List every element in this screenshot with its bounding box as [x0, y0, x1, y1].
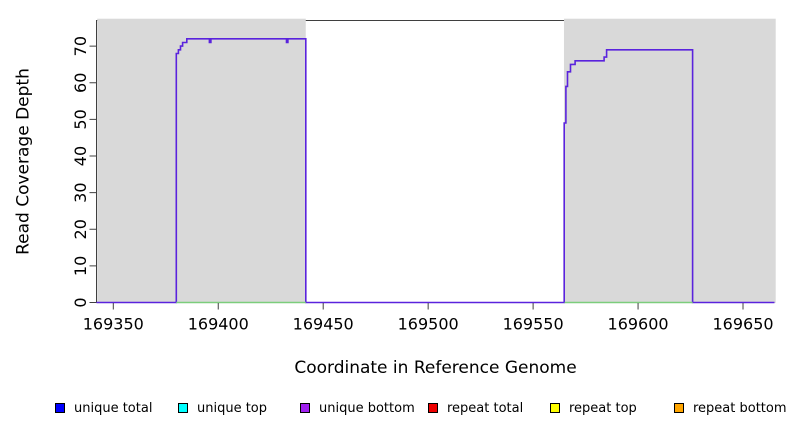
legend-label: repeat top: [569, 400, 637, 416]
y-tick-label: 0: [71, 297, 90, 307]
x-tick-label: 169550: [503, 315, 564, 334]
x-tick-label: 169350: [83, 315, 144, 334]
y-tick-label: 50: [71, 109, 90, 129]
legend: unique total unique top unique bottom repea…: [0, 398, 792, 420]
x-tick-label: 169400: [188, 315, 249, 334]
coverage-step: [96, 37, 775, 304]
legend-item-repeat-bottom: repeat bottom: [674, 398, 787, 418]
legend-swatch-icon: [300, 403, 310, 413]
x-tick-label: 169450: [293, 315, 354, 334]
x-tick-label: 169600: [608, 315, 669, 334]
legend-swatch-icon: [550, 403, 560, 413]
x-axis-title: Coordinate in Reference Genome: [294, 358, 577, 378]
legend-swatch-icon: [178, 403, 188, 413]
plot-canvas: 169350 169400 169450 169500 169550 169600 1696…: [71, 18, 776, 334]
y-tick-label: 70: [71, 36, 90, 56]
legend-label: unique bottom: [319, 400, 415, 416]
x-tick-label: 169650: [712, 315, 773, 334]
legend-label: unique total: [74, 400, 153, 416]
legend-item-unique-top: unique top: [178, 398, 267, 418]
y-tick-label: 30: [71, 182, 90, 202]
legend-swatch-icon: [55, 403, 65, 413]
legend-swatch-icon: [428, 403, 438, 413]
x-tick-label: 169500: [398, 315, 459, 334]
legend-label: repeat bottom: [693, 400, 787, 416]
shaded-region: [97, 18, 306, 303]
legend-item-unique-total: unique total: [55, 398, 152, 418]
legend-label: unique top: [197, 400, 268, 416]
legend-item-repeat-total: repeat total: [428, 398, 523, 418]
y-tick-label: 10: [71, 256, 90, 276]
y-tick-label: 60: [71, 73, 90, 93]
legend-item-repeat-top: repeat top: [550, 398, 637, 418]
y-tick-label: 40: [71, 146, 90, 166]
shaded-region: [563, 18, 776, 303]
y-tick-label: 20: [71, 219, 90, 239]
y-axis-title: Read Coverage Depth: [13, 68, 34, 255]
legend-item-unique-bottom: unique bottom: [300, 398, 415, 418]
legend-swatch-icon: [674, 403, 684, 413]
legend-label: repeat total: [447, 400, 524, 416]
